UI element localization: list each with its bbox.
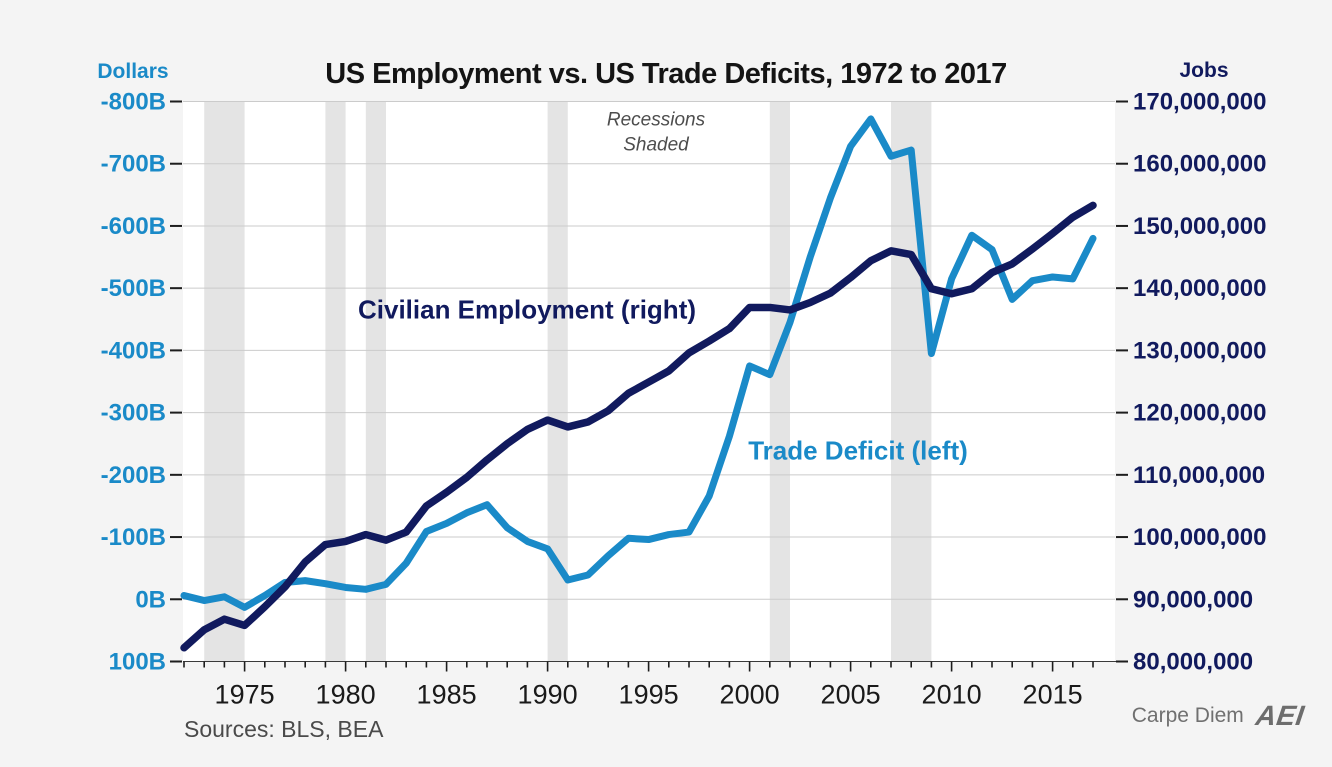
employment-line bbox=[180, 201, 1097, 652]
x-axis-tick-label: 1980 bbox=[316, 680, 376, 710]
recessions-note: Recessions Shaded bbox=[607, 108, 705, 157]
left-axis-title: Dollars bbox=[97, 60, 169, 83]
trade-deficit-series-label: Trade Deficit (left) bbox=[748, 435, 968, 466]
left-axis-tick-label: -600B bbox=[101, 213, 166, 240]
recession-band bbox=[365, 101, 386, 662]
sources-note: Sources: BLS, BEA bbox=[184, 716, 384, 742]
x-axis-tick-label: 1975 bbox=[215, 680, 275, 710]
recession-band bbox=[325, 101, 346, 662]
right-axis-tick-label: 150,000,000 bbox=[1133, 213, 1266, 240]
right-axis-tick-label: 110,000,000 bbox=[1133, 462, 1265, 489]
trade-deficit-line bbox=[180, 115, 1097, 611]
recession-band bbox=[547, 101, 568, 662]
right-axis-tick-label: 120,000,000 bbox=[1133, 400, 1266, 427]
right-axis-tick-label: 80,000,000 bbox=[1133, 649, 1253, 676]
left-axis-tick-label: -100B bbox=[101, 524, 166, 551]
left-axis-tick-label: -800B bbox=[101, 89, 166, 116]
left-axis-tick-label: -200B bbox=[101, 462, 166, 489]
x-axis-tick-label: 2005 bbox=[821, 680, 881, 710]
recession-band bbox=[204, 101, 245, 662]
right-axis-tick-label: 130,000,000 bbox=[1133, 337, 1266, 364]
right-axis-tick-label: 140,000,000 bbox=[1133, 275, 1266, 302]
x-axis-tick-label: 1995 bbox=[619, 680, 679, 710]
x-axis-tick-label: 2010 bbox=[922, 680, 982, 710]
right-axis-title: Jobs bbox=[1179, 59, 1229, 82]
recessions-note-line1: Recessions bbox=[606, 109, 706, 131]
aei-logo: AEI bbox=[1253, 700, 1307, 731]
recession-band bbox=[891, 101, 932, 662]
branding: Carpe Diem AEI bbox=[1131, 700, 1307, 732]
right-axis-tick-label: 90,000,000 bbox=[1133, 586, 1253, 613]
x-axis-tick-label: 2000 bbox=[720, 680, 780, 710]
right-axis-tick-label: 170,000,000 bbox=[1133, 89, 1266, 116]
recession-band bbox=[769, 101, 790, 662]
x-axis-tick-label: 1985 bbox=[417, 680, 477, 710]
x-axis-tick-label: 2015 bbox=[1023, 680, 1083, 710]
left-axis-tick-label: -300B bbox=[101, 400, 166, 427]
employment-series-label: Civilian Employment (right) bbox=[357, 294, 697, 325]
page-title: US Employment vs. US Trade Deficits, 197… bbox=[325, 58, 1007, 90]
left-axis-tick-label: -400B bbox=[101, 337, 166, 364]
right-axis-tick-label: 160,000,000 bbox=[1133, 151, 1266, 178]
left-axis-tick-label: -500B bbox=[101, 275, 166, 302]
left-axis-tick-label: -700B bbox=[101, 151, 166, 178]
x-axis-tick-label: 1990 bbox=[518, 680, 578, 710]
recessions-note-line2: Shaded bbox=[623, 134, 689, 155]
carpe-diem-wordmark: Carpe Diem bbox=[1131, 704, 1244, 727]
right-axis-tick-label: 100,000,000 bbox=[1133, 524, 1266, 551]
left-axis-tick-label: 0B bbox=[135, 586, 166, 613]
left-axis-tick-label: 100B bbox=[109, 649, 166, 676]
